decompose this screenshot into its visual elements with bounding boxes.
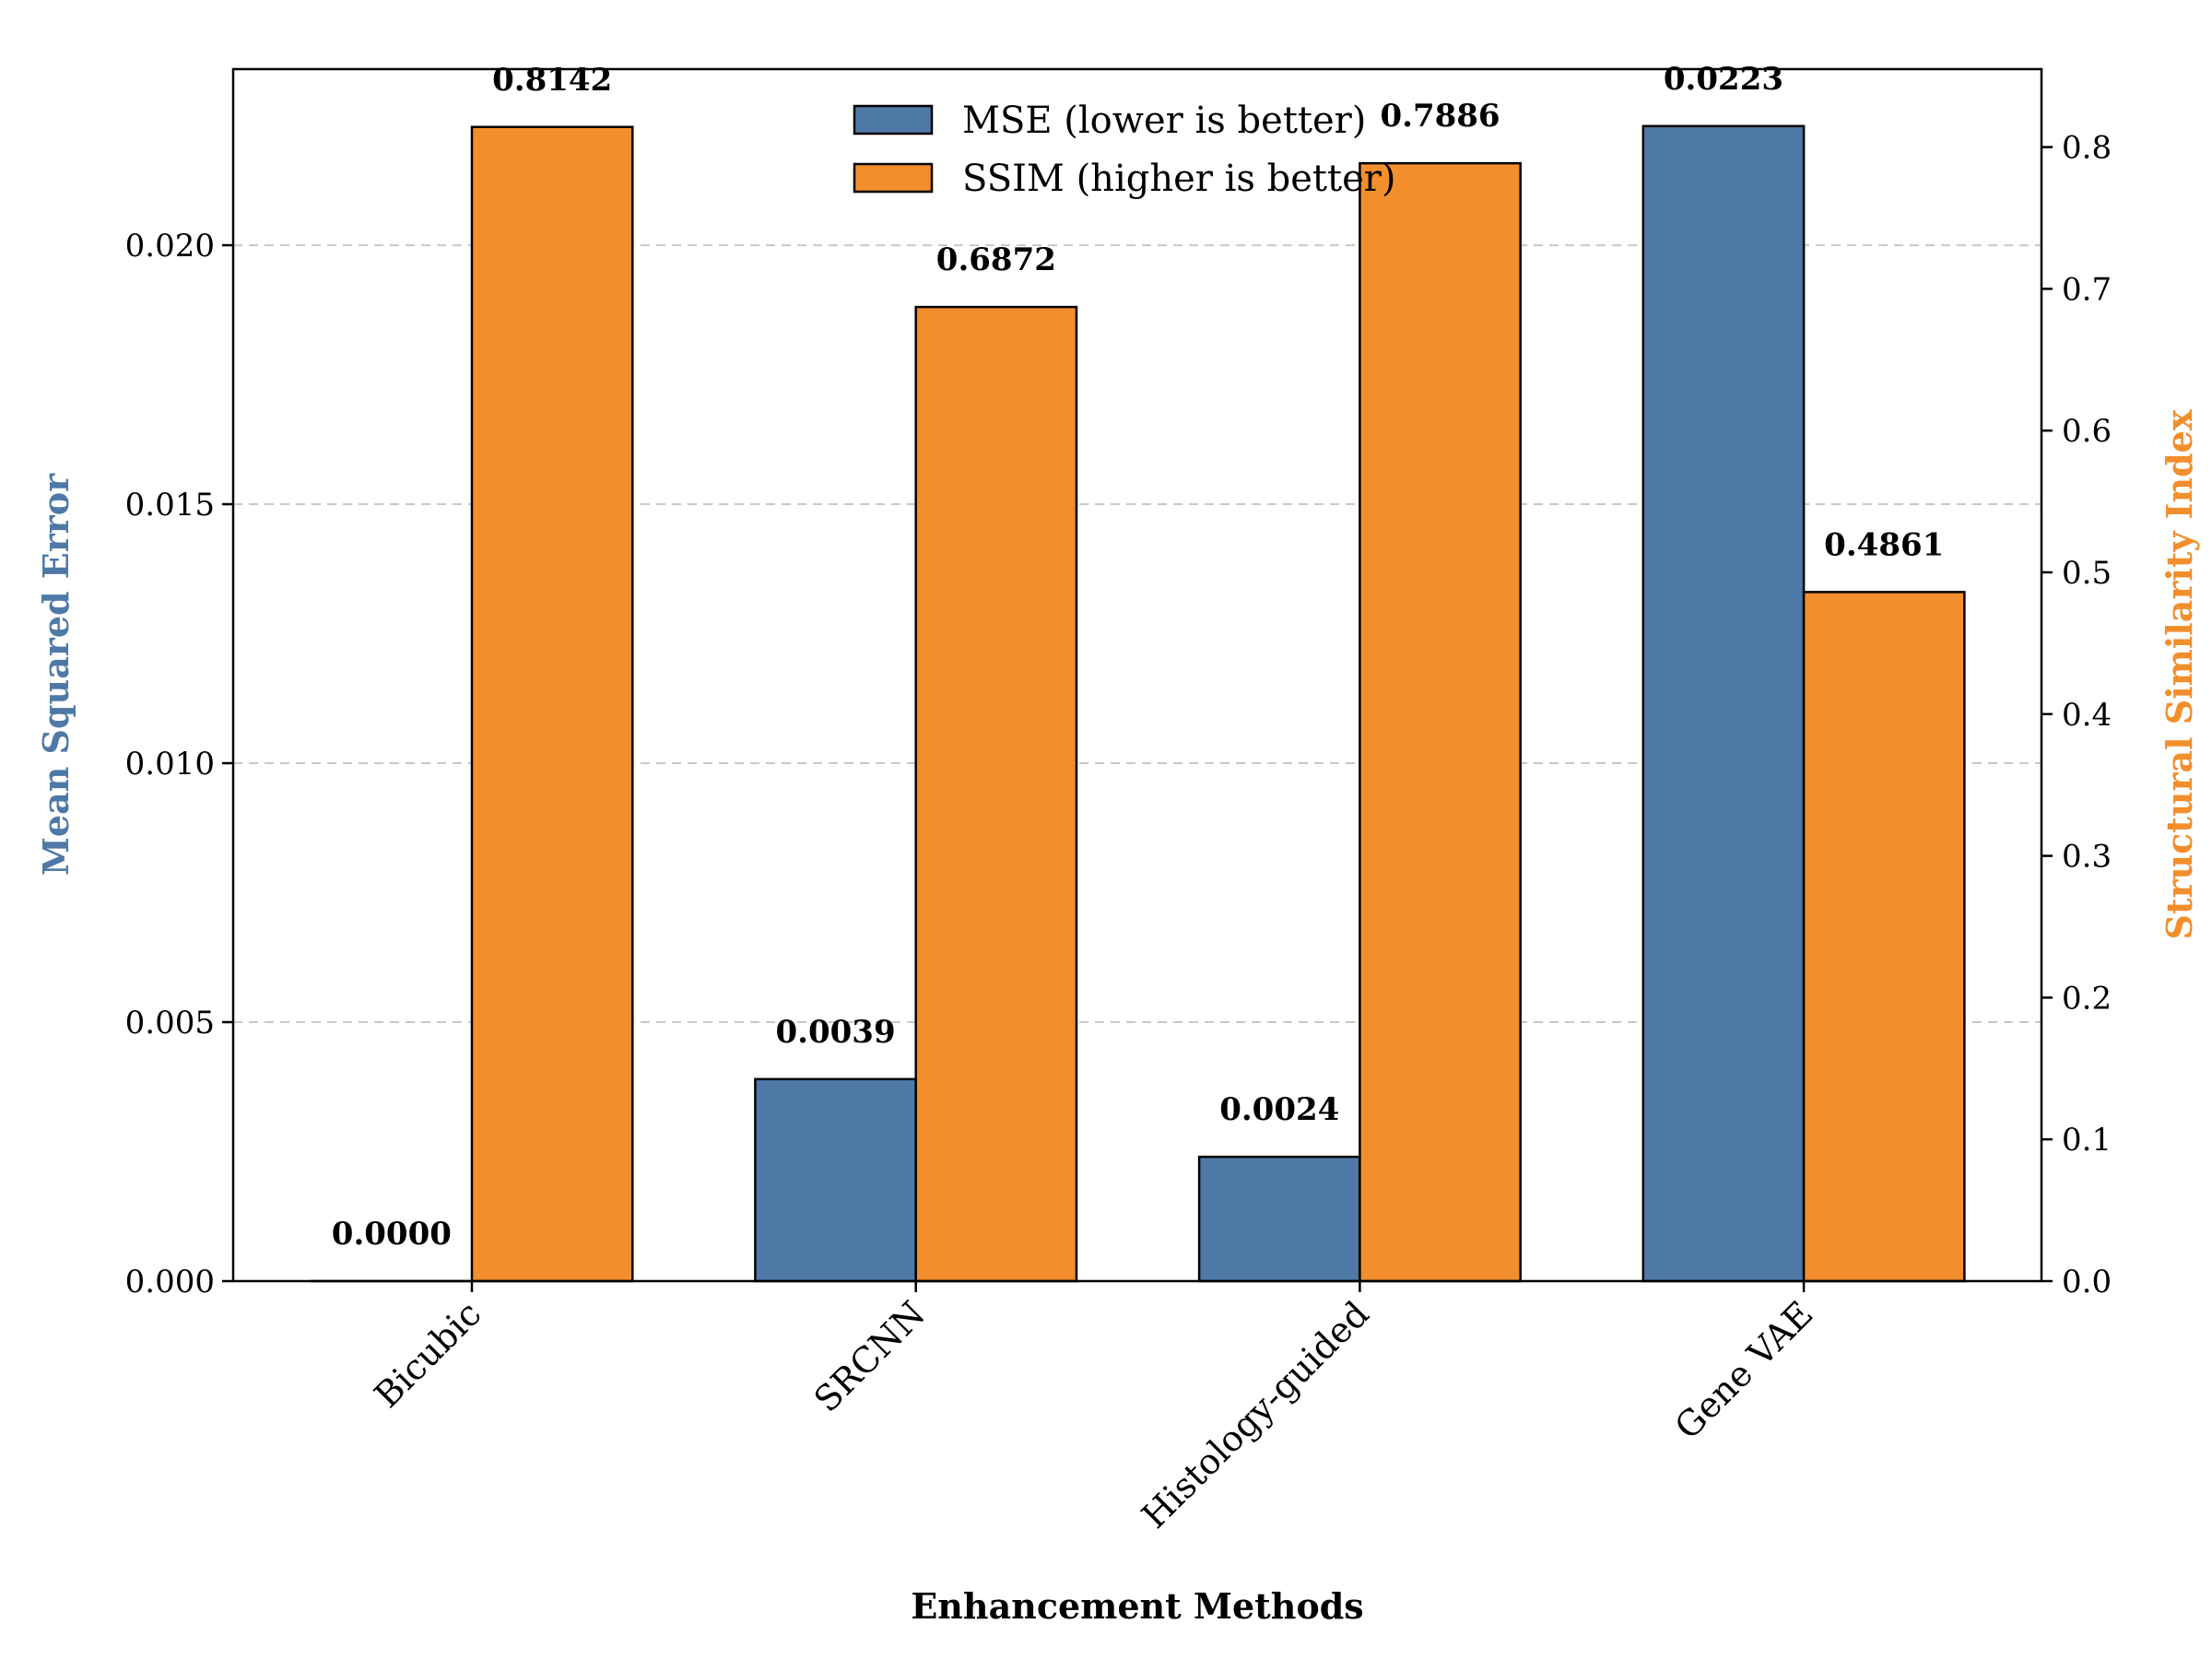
bar-ssim-0 bbox=[470, 125, 634, 1283]
legend: MSE (lower is better) SSIM (higher is be… bbox=[853, 100, 1395, 200]
x-tick-label: Histology-guided bbox=[1134, 1293, 1377, 1536]
right-tick-label: 0.4 bbox=[2062, 697, 2112, 734]
right-tick-label: 0.8 bbox=[2062, 130, 2112, 167]
bar-label-ssim-0: 0.8142 bbox=[492, 62, 612, 99]
right-tick-label: 0.0 bbox=[2062, 1264, 2112, 1300]
bar-label-mse-2: 0.0024 bbox=[1219, 1091, 1339, 1128]
bar-label-mse-1: 0.0039 bbox=[775, 1014, 895, 1051]
x-axis-title: Enhancement Methods bbox=[911, 1585, 1363, 1627]
bar-mse-2 bbox=[1197, 1155, 1361, 1283]
bar-label-ssim-3: 0.4861 bbox=[1824, 526, 1944, 563]
plot-frame bbox=[231, 67, 2043, 1283]
right-tick-label: 0.5 bbox=[2062, 555, 2112, 592]
right-tick-label: 0.7 bbox=[2062, 271, 2112, 308]
bar-ssim-2 bbox=[1359, 161, 1522, 1283]
bar-mse-1 bbox=[754, 1077, 917, 1283]
bar-value-labels: 0.0000 0.8142 0.0039 0.6872 0.0024 0.7886 0.02… bbox=[332, 61, 1945, 1253]
left-tick-label: 0.015 bbox=[125, 487, 215, 524]
left-tick-label: 0.005 bbox=[125, 1005, 215, 1041]
bar-label-mse-0: 0.0000 bbox=[332, 1216, 452, 1253]
bar-mse-3 bbox=[1641, 124, 1806, 1283]
bar-label-ssim-2: 0.7886 bbox=[1380, 98, 1500, 135]
right-y-axis-title: Structural Similarity Index bbox=[2159, 409, 2200, 939]
legend-swatch-mse bbox=[853, 104, 934, 135]
bar-ssim-1 bbox=[914, 305, 1078, 1283]
right-tick-label: 0.2 bbox=[2062, 980, 2112, 1017]
x-tick-label: SRCNN bbox=[806, 1293, 933, 1419]
legend-label-mse: MSE (lower is better) bbox=[962, 100, 1366, 142]
x-axis: Bicubic SRCNN Histology-guided Gene VAE bbox=[367, 1281, 1821, 1536]
bars bbox=[310, 124, 1966, 1283]
legend-label-ssim: SSIM (higher is better) bbox=[962, 158, 1395, 200]
x-tick-label: Gene VAE bbox=[1667, 1293, 1821, 1447]
bar-label-ssim-1: 0.6872 bbox=[936, 241, 1056, 278]
left-y-axis: 0.000 0.005 0.010 0.015 0.020 bbox=[125, 228, 233, 1300]
legend-swatch-ssim bbox=[853, 162, 934, 194]
right-tick-label: 0.1 bbox=[2062, 1122, 2112, 1159]
right-tick-label: 0.6 bbox=[2062, 413, 2112, 450]
left-tick-label: 0.020 bbox=[125, 228, 215, 265]
left-y-axis-title: Mean Squared Error bbox=[35, 473, 76, 876]
left-tick-label: 0.000 bbox=[125, 1264, 215, 1300]
right-tick-label: 0.3 bbox=[2062, 839, 2112, 876]
bar-label-mse-3: 0.0223 bbox=[1664, 61, 1783, 98]
x-tick-label: Bicubic bbox=[367, 1293, 489, 1416]
bar-ssim-3 bbox=[1802, 591, 1966, 1283]
right-y-axis: 0.0 0.1 0.2 0.3 0.4 0.5 0.6 0.7 0.8 bbox=[2041, 130, 2112, 1300]
left-tick-label: 0.010 bbox=[125, 746, 215, 782]
